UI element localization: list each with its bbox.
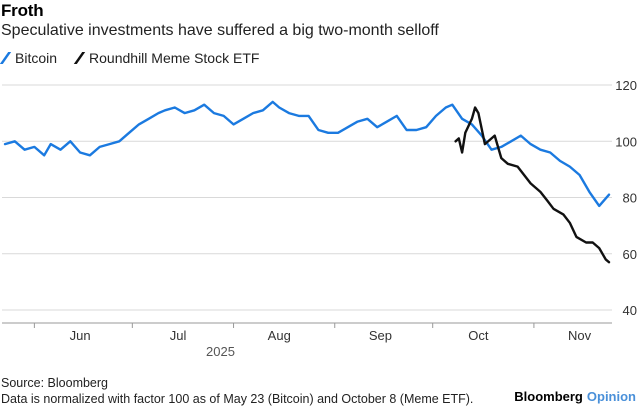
- brand-sub: Opinion: [586, 389, 636, 404]
- x-tick-label-nov: Nov: [568, 328, 592, 343]
- y-tick-label-60: 60: [623, 247, 637, 262]
- y-tick-label-40: 40: [623, 303, 637, 318]
- x-year-label: 2025: [206, 344, 235, 359]
- legend-item-bitcoin: Bitcoin: [0, 50, 58, 66]
- y-tick-label-120: 120: [615, 78, 637, 93]
- legend-swatch-bitcoin: [0, 52, 12, 64]
- brand-logo: Bloomberg Opinion: [514, 389, 636, 404]
- legend-label-meme-etf: Roundhill Meme Stock ETF: [89, 50, 260, 66]
- series-line-bitcoin: [3, 100, 611, 208]
- x-tick-label-aug: Aug: [268, 328, 291, 343]
- y-tick-label-80: 80: [623, 191, 637, 206]
- chart-title: Froth: [1, 1, 44, 20]
- chart-subtitle: Speculative investments have suffered a …: [1, 22, 439, 39]
- chart-legend: Bitcoin Roundhill Meme Stock ETF: [0, 50, 277, 66]
- legend-swatch-meme-etf: [73, 52, 86, 64]
- legend-item-meme-etf: Roundhill Meme Stock ETF: [73, 50, 260, 66]
- normalization-note: Data is normalized with factor 100 as of…: [1, 392, 474, 406]
- x-tick-label-sep: Sep: [369, 328, 392, 343]
- series-line-meme-etf: [454, 106, 611, 264]
- y-tick-label-100: 100: [615, 134, 637, 149]
- x-tick-label-oct: Oct: [468, 328, 489, 343]
- legend-label-bitcoin: Bitcoin: [15, 50, 58, 66]
- x-tick-label-jun: Jun: [70, 328, 91, 343]
- line-chart: 40 60 80 100 120 Jun Jul Aug Sep Oct Nov 2025: [2, 78, 637, 359]
- x-tick-label-jul: Jul: [170, 328, 187, 343]
- source-note: Source: Bloomberg: [1, 376, 109, 390]
- brand-name: Bloomberg: [514, 389, 583, 404]
